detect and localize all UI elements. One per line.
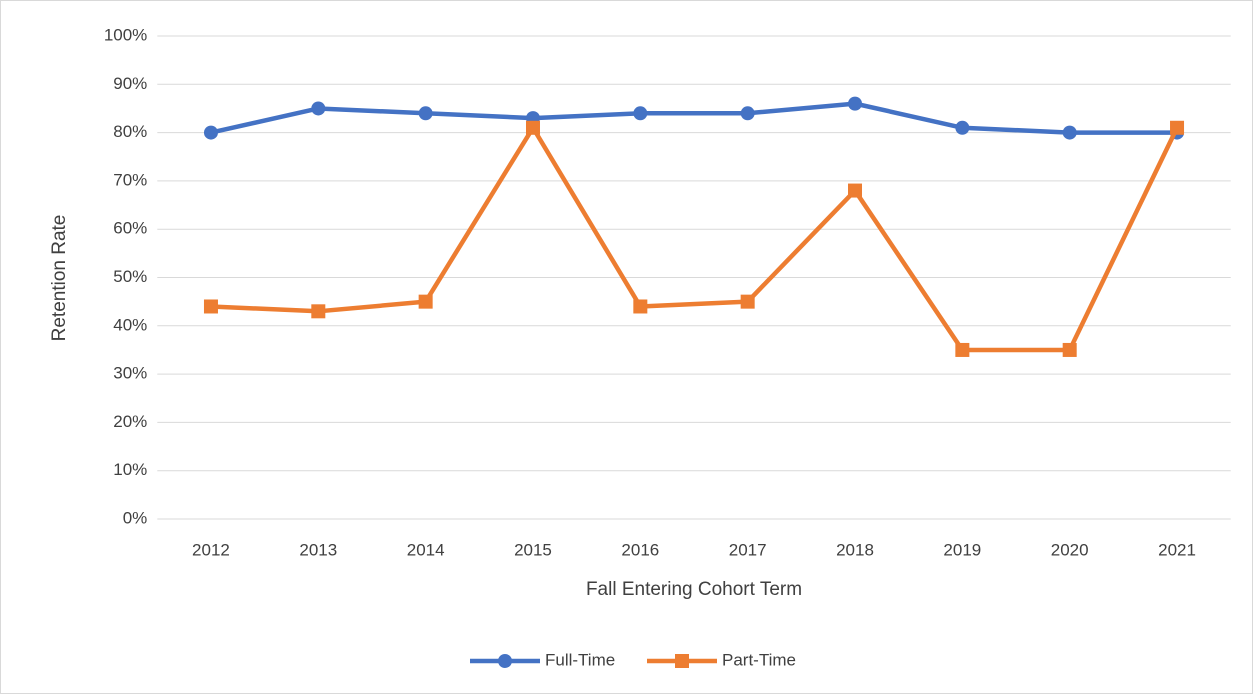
x-tick-label: 2018 (836, 540, 874, 559)
data-point (633, 299, 648, 314)
x-axis-title: Fall Entering Cohort Term (586, 579, 802, 600)
y-tick-label: 80% (113, 122, 147, 141)
x-tick-label: 2020 (1051, 540, 1089, 559)
data-point (203, 125, 218, 140)
data-point (955, 342, 970, 357)
data-point (633, 106, 648, 121)
data-point (525, 120, 540, 135)
x-tick-label: 2012 (192, 540, 230, 559)
y-tick-label: 20% (113, 412, 147, 431)
data-point (848, 96, 863, 111)
x-tick-label: 2016 (621, 540, 659, 559)
data-point (418, 106, 433, 121)
series-line (208, 125, 1180, 353)
data-point (1062, 342, 1077, 357)
y-axis-title: Retention Rate (49, 215, 70, 342)
data-point (203, 299, 218, 314)
data-point (740, 106, 755, 121)
series-line (208, 101, 1180, 135)
y-tick-label: 10% (113, 460, 147, 479)
y-tick-label: 90% (113, 74, 147, 93)
data-point (311, 304, 326, 319)
y-tick-label: 70% (113, 170, 147, 189)
legend-label: Part-Time (722, 650, 796, 669)
y-tick-label: 40% (113, 315, 147, 334)
legend-marker (498, 654, 512, 668)
x-tick-label: 2019 (943, 540, 981, 559)
x-tick-label: 2015 (514, 540, 552, 559)
y-tick-label: 0% (123, 508, 148, 527)
data-point (848, 183, 863, 198)
x-tick-label: 2014 (407, 540, 445, 559)
data-point (1170, 120, 1185, 135)
data-point (955, 120, 970, 135)
y-tick-label: 30% (113, 364, 147, 383)
data-point (311, 101, 326, 116)
x-tick-label: 2017 (729, 540, 767, 559)
x-tick-label: 2021 (1158, 540, 1196, 559)
y-tick-label: 60% (113, 219, 147, 238)
x-tick-label: 2013 (299, 540, 337, 559)
y-tick-label: 50% (113, 267, 147, 286)
legend-label: Full-Time (545, 650, 615, 669)
legend-marker (675, 654, 689, 668)
data-point (740, 294, 755, 309)
data-point (418, 294, 433, 309)
y-tick-label: 100% (104, 25, 147, 44)
data-point (1062, 125, 1077, 140)
